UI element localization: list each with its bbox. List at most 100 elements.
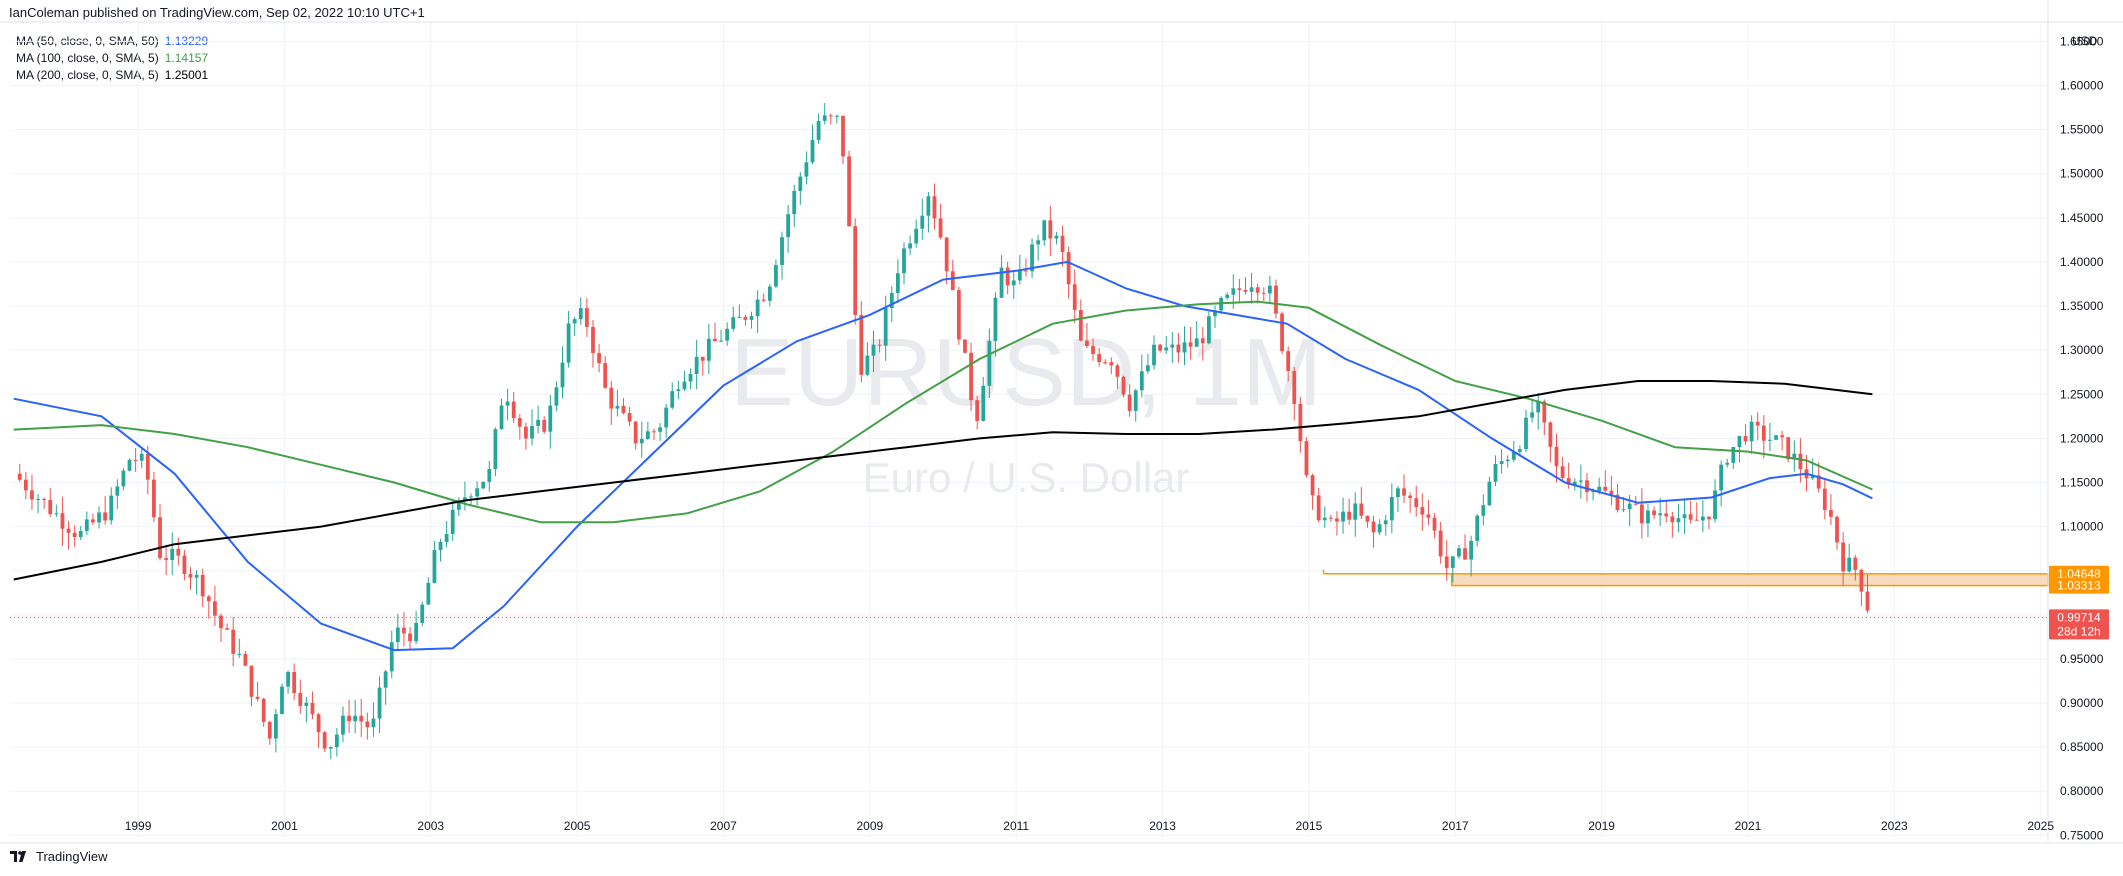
candle-body — [395, 627, 400, 643]
candle-body — [865, 355, 870, 375]
candle-body — [1359, 503, 1364, 516]
candle-body — [1353, 503, 1358, 520]
candle-body — [1755, 421, 1760, 426]
candle-body — [652, 431, 656, 433]
candle-body — [963, 339, 967, 353]
candle-body — [1859, 569, 1864, 592]
candle-body — [145, 453, 150, 480]
legend-ma100-value: 1.14157 — [164, 51, 209, 65]
candle-body — [645, 431, 650, 439]
candle-body — [902, 248, 906, 274]
candle-body — [219, 615, 223, 629]
candle-body — [688, 374, 693, 382]
support-zone[interactable] — [1322, 569, 2049, 587]
candle-body — [1011, 280, 1016, 286]
candle-body — [1719, 464, 1724, 491]
candle-body — [1066, 252, 1071, 285]
candle-body — [956, 290, 961, 340]
candle-body — [1164, 347, 1169, 351]
candle-body — [213, 601, 217, 616]
x-tick-label: 2019 — [1588, 819, 1615, 833]
candle-body — [755, 299, 760, 317]
candle-body — [438, 541, 443, 551]
candle-body — [30, 490, 34, 500]
candle-body — [66, 528, 71, 533]
candle-body — [908, 243, 912, 249]
candle-body — [517, 418, 522, 427]
candle-body — [444, 533, 449, 542]
candle-body — [1597, 486, 1602, 492]
candle-body — [804, 162, 809, 177]
candle-body — [273, 714, 278, 739]
y-tick-label: 1.35000 — [2060, 299, 2104, 313]
candle-body — [828, 115, 833, 117]
candle-body — [1054, 235, 1059, 239]
y-tick-label: 0.80000 — [2060, 784, 2104, 798]
y-tick-label: 0.75000 — [2060, 828, 2104, 842]
candle-body — [542, 419, 547, 432]
candle-body — [1725, 462, 1730, 465]
y-tick-label: 1.50000 — [2060, 167, 2104, 181]
candle-body — [17, 473, 22, 480]
y-tick-label: 1.30000 — [2060, 343, 2104, 357]
legend-ma200[interactable]: MA (200, close, 0, SMA, 5) 1.25001 — [16, 67, 208, 84]
candle-body — [1633, 503, 1638, 505]
candle-body — [1664, 513, 1669, 517]
candle-body — [1792, 453, 1797, 460]
candle-body — [1572, 481, 1577, 485]
candle-body — [1658, 513, 1663, 516]
candle-body — [456, 500, 461, 510]
candle-body — [1335, 518, 1339, 522]
candle-body — [353, 715, 358, 722]
y-tick-label: 1.40000 — [2060, 255, 2104, 269]
candle-body — [298, 692, 303, 706]
candle-body — [1591, 491, 1595, 493]
candle-body — [572, 319, 577, 324]
grid-lines — [10, 22, 2048, 838]
candle-body — [743, 316, 748, 320]
candle-body — [639, 438, 644, 444]
candle-body — [524, 426, 528, 439]
candle-body — [463, 497, 467, 501]
candle-body — [1475, 515, 1480, 541]
candle-body — [822, 115, 827, 121]
candle-body — [408, 633, 412, 642]
candle-body — [1097, 354, 1102, 363]
candle-body — [835, 115, 839, 117]
candle-body — [603, 363, 608, 388]
candle-body — [621, 405, 626, 413]
x-tick-label: 2023 — [1881, 819, 1908, 833]
candle-body — [895, 273, 900, 294]
candle-body — [1688, 514, 1693, 520]
candle-body — [334, 734, 339, 748]
candle-body — [1127, 394, 1132, 411]
y-tick-label: 1.10000 — [2060, 520, 2104, 534]
legend-ma100[interactable]: MA (100, close, 0, SMA, 5) 1.14157 — [16, 50, 208, 67]
candle-body — [511, 401, 516, 419]
y-tick-label: 1.25000 — [2060, 387, 2104, 401]
brand-footer[interactable]: TradingView — [10, 849, 108, 864]
candle-body — [774, 265, 778, 287]
x-tick-label: 2007 — [710, 819, 737, 833]
candle-body — [1371, 521, 1376, 533]
candle-body — [1274, 285, 1278, 314]
candle-body — [1389, 497, 1394, 521]
candle-body — [1188, 342, 1193, 347]
x-tick-label: 2003 — [417, 819, 444, 833]
candle-body — [1103, 362, 1108, 364]
x-tick-label: 2025 — [2027, 819, 2054, 833]
candle-body — [1560, 466, 1565, 479]
x-axis-ticks: 1999 2001 2003 2005 2007 2009 2011 2013 2015 2017… — [125, 819, 2055, 833]
candle-body — [1737, 436, 1742, 448]
candle-body — [1548, 422, 1553, 447]
x-tick-label: 2017 — [1442, 819, 1469, 833]
candle-body — [853, 226, 858, 315]
candle-body — [1042, 220, 1047, 241]
candle-body — [1761, 425, 1766, 441]
y-tick-label: 0.85000 — [2060, 740, 2104, 754]
candle-body — [1341, 511, 1345, 522]
candle-body — [530, 425, 534, 439]
candle-body — [548, 405, 553, 432]
